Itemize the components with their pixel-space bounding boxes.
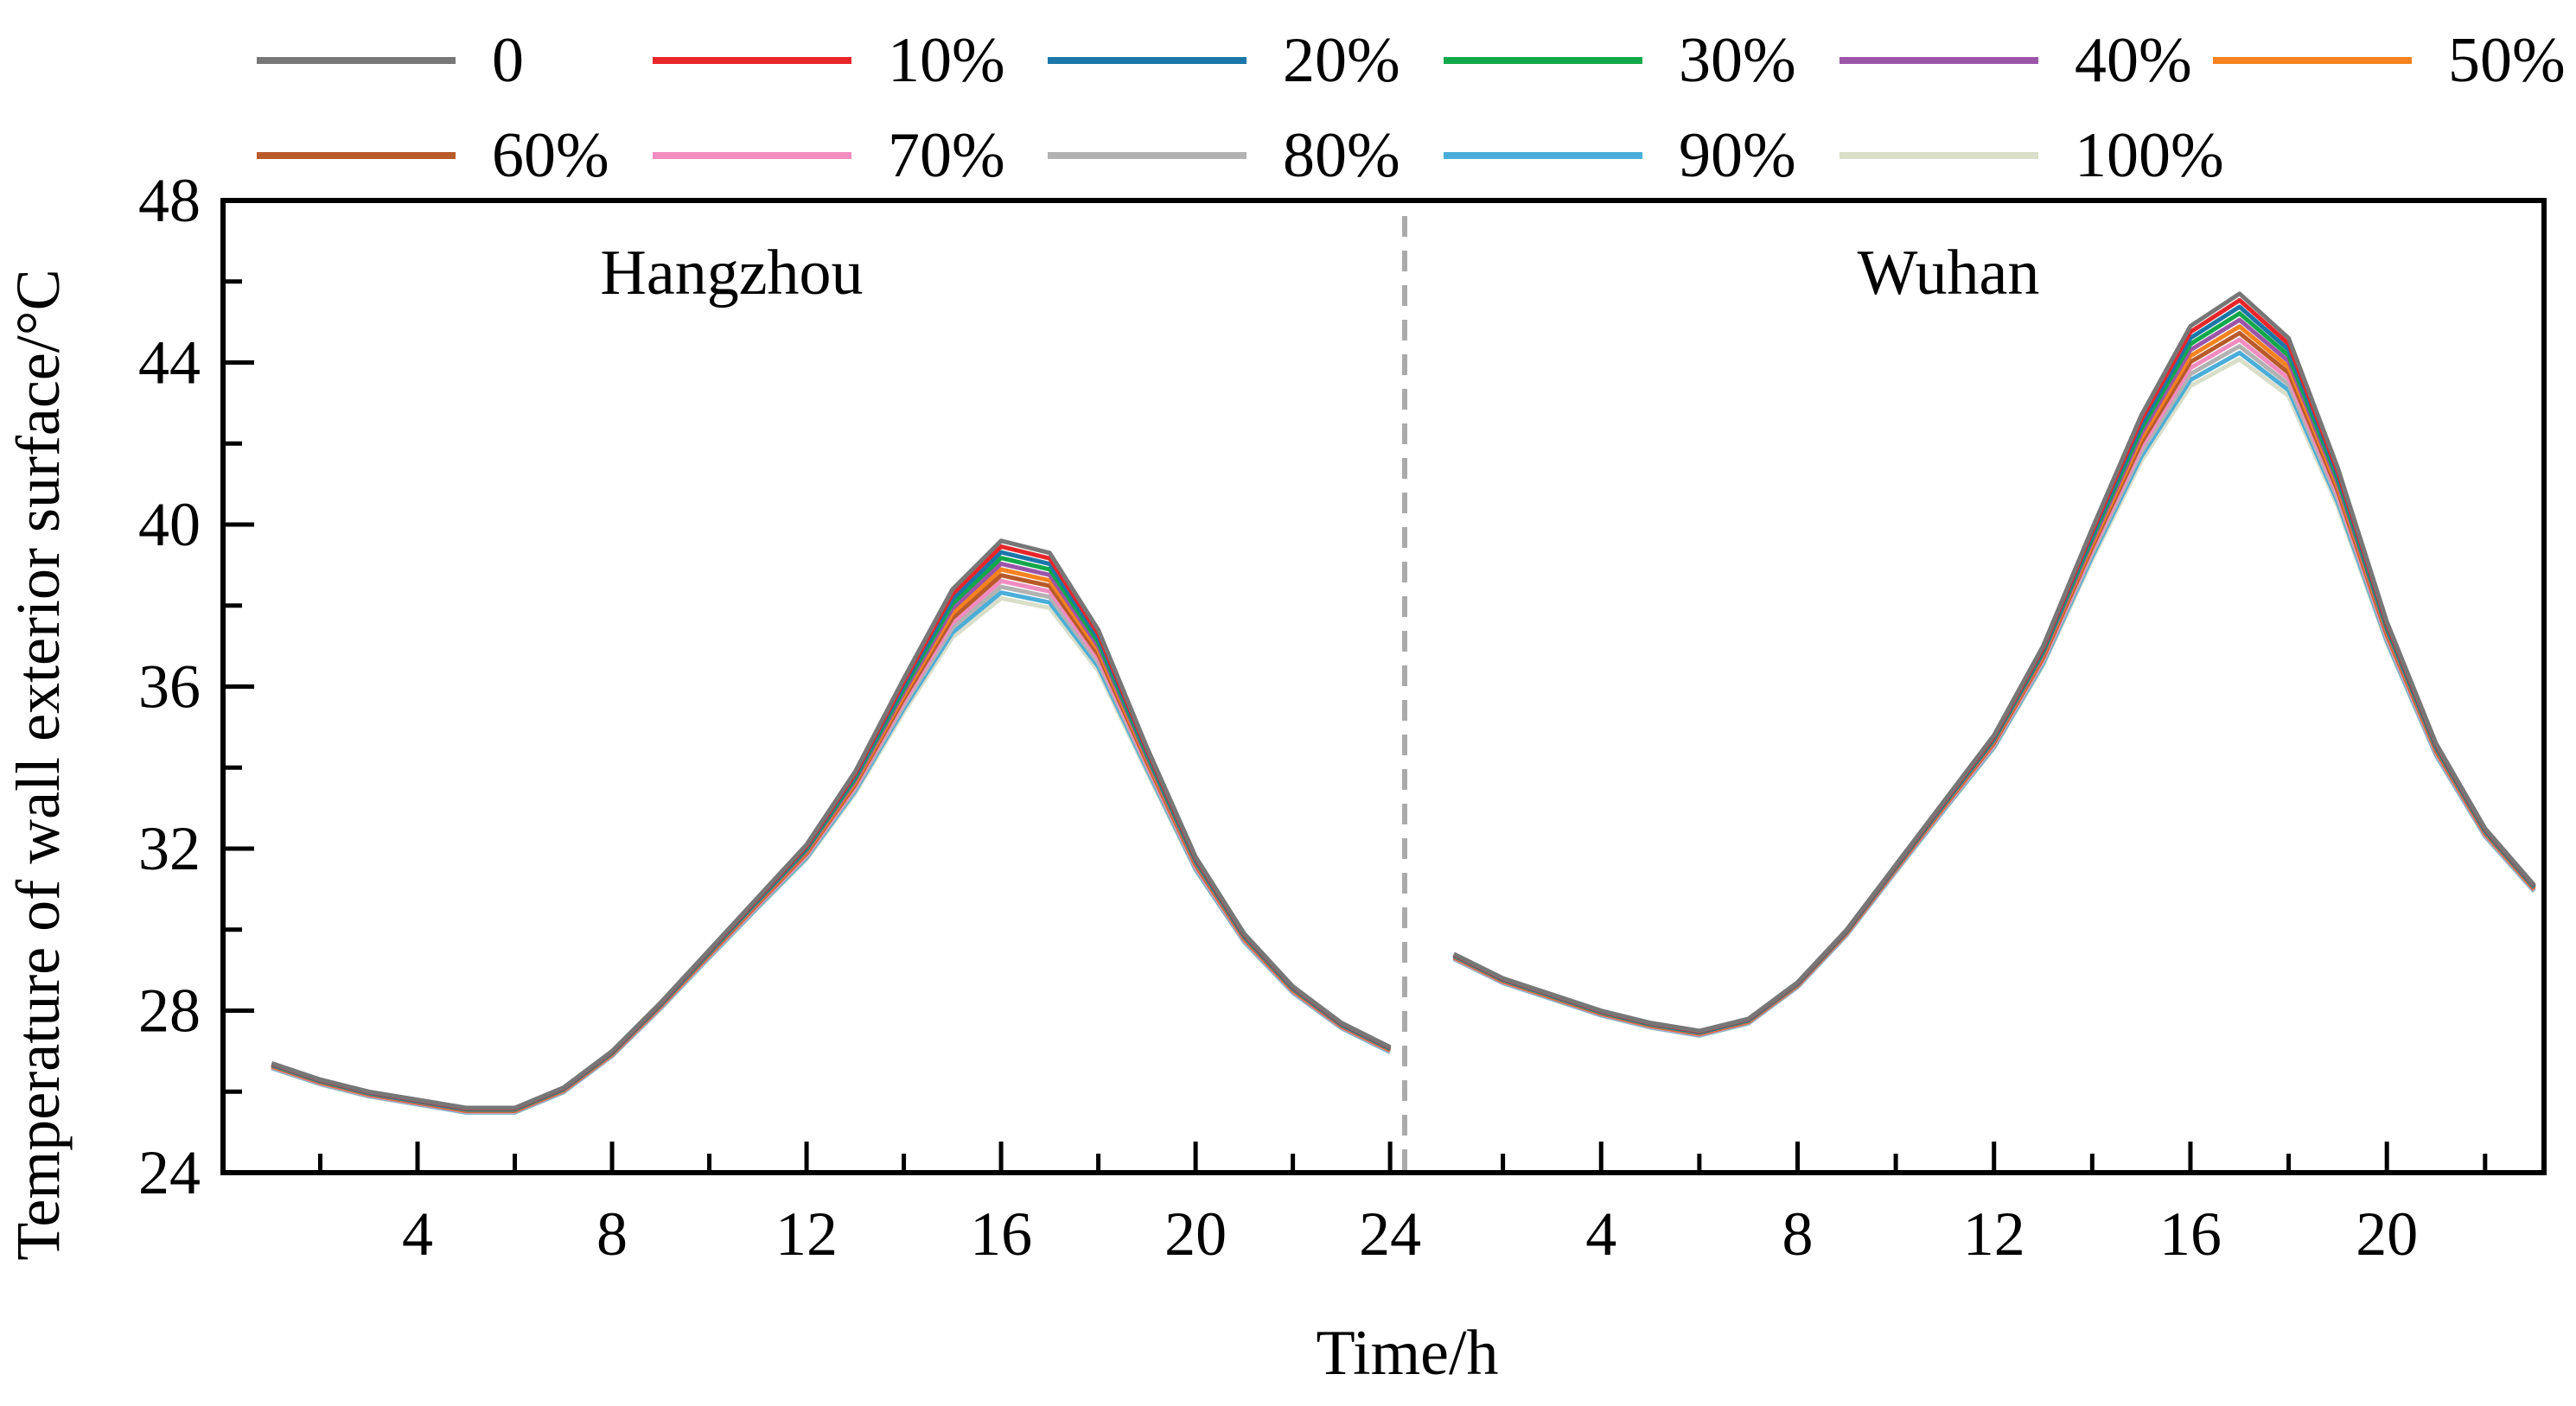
y-tick-label: 40 [138, 490, 201, 559]
legend: 0 10% 20% 30% 40% 50% 60% 70% 80% 90% 100% [257, 25, 2566, 191]
panel-hangzhou: Hangzhou [271, 238, 1392, 1116]
legend-label: 0 [492, 25, 524, 96]
x-tick-label: 20 [2356, 1199, 2418, 1269]
x-axis-label: Time/h [1316, 1318, 1498, 1389]
y-tick-label: 36 [138, 652, 201, 722]
legend-item: 50% [2213, 25, 2566, 96]
series-line-10pct-wuhan [1452, 297, 2536, 1034]
legend-label: 70% [888, 120, 1005, 191]
series-line-20pct-wuhan [1452, 304, 2536, 1034]
series-line-80pct-wuhan [1452, 344, 2536, 1037]
series-line-40pct-hangzhou [271, 561, 1392, 1112]
series-line-70pct-hangzhou [271, 578, 1392, 1114]
legend-item: 80% [1048, 120, 1400, 191]
y-tick-label: 28 [138, 977, 201, 1046]
x-tick-label: 8 [1782, 1199, 1813, 1269]
x-tick-label: 12 [775, 1199, 838, 1269]
legend-item: 90% [1444, 120, 1796, 191]
legend-item: 100% [1840, 120, 2224, 191]
legend-label: 30% [1679, 25, 1796, 96]
x-tick-label: 4 [1585, 1199, 1616, 1269]
plot-area: Hangzhou Wuhan [271, 238, 2536, 1116]
series-line-100pct-hangzhou [271, 595, 1392, 1116]
legend-label: 20% [1283, 25, 1400, 96]
x-tick-label: 8 [596, 1199, 628, 1269]
x-tick-label: 20 [1164, 1199, 1227, 1269]
series-line-80pct-hangzhou [271, 584, 1392, 1114]
y-axis-label: Temperature of wall exterior surface/°C [3, 269, 73, 1260]
x-tick-label: 16 [970, 1199, 1032, 1269]
legend-item: 30% [1444, 25, 1796, 96]
series-line-70pct-wuhan [1452, 337, 2536, 1037]
legend-item: 60% [257, 120, 609, 191]
series-line-50pct-hangzhou [271, 567, 1392, 1113]
legend-label: 10% [888, 25, 1005, 96]
legend-item: 70% [653, 120, 1005, 191]
series-line-0-wuhan [1452, 291, 2536, 1034]
panel-wuhan: Wuhan [1452, 238, 2536, 1039]
series-line-60pct-wuhan [1452, 330, 2536, 1036]
series-line-30pct-wuhan [1452, 311, 2536, 1035]
x-tick-label: 24 [1359, 1199, 1421, 1269]
legend-item: 40% [1840, 25, 2192, 96]
legend-item: 20% [1048, 25, 1400, 96]
y-tick-label: 48 [138, 166, 201, 235]
series-line-0-hangzhou [271, 538, 1392, 1110]
legend-label: 40% [2075, 25, 2192, 96]
legend-label: 100% [2075, 120, 2224, 191]
legend-item: 0 [257, 25, 524, 96]
y-tick-label: 24 [138, 1138, 201, 1207]
series-line-60pct-hangzhou [271, 573, 1392, 1113]
y-tick-label: 44 [138, 328, 201, 398]
x-tick-label: 4 [402, 1199, 433, 1269]
y-tick-label: 32 [138, 814, 201, 883]
series-line-90pct-wuhan [1452, 350, 2536, 1038]
series-line-40pct-wuhan [1452, 317, 2536, 1035]
x-tick-label: 16 [2159, 1199, 2222, 1269]
series-line-90pct-hangzhou [271, 590, 1392, 1115]
series-line-50pct-wuhan [1452, 324, 2536, 1036]
panel-title: Wuhan [1858, 238, 2040, 309]
series-line-20pct-hangzhou [271, 550, 1392, 1111]
panel-title: Hangzhou [600, 238, 863, 309]
legend-label: 80% [1283, 120, 1400, 191]
legend-label: 60% [492, 120, 609, 191]
legend-label: 50% [2448, 25, 2566, 96]
series-line-100pct-wuhan [1452, 357, 2536, 1039]
legend-label: 90% [1679, 120, 1796, 191]
series-line-30pct-hangzhou [271, 556, 1392, 1112]
legend-item: 10% [653, 25, 1005, 96]
x-tick-label: 12 [1963, 1199, 2025, 1269]
